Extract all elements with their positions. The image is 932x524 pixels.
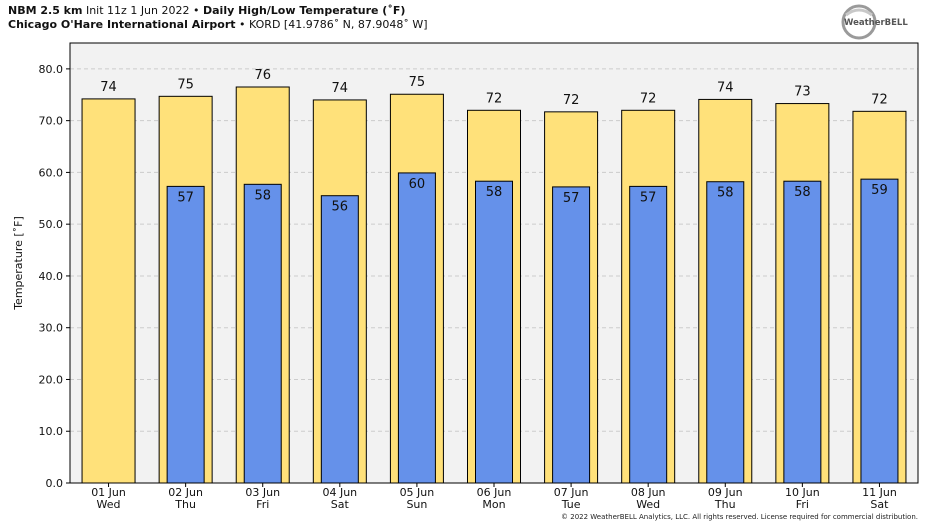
- low-temp-label: 58: [794, 185, 811, 200]
- y-tick-label: 10.0: [39, 425, 64, 438]
- high-temp-label: 75: [177, 77, 194, 92]
- separator-bullet: •: [193, 4, 200, 17]
- model-name: NBM 2.5 km: [8, 4, 83, 17]
- y-axis-label: Temperature [˚F]: [12, 216, 25, 311]
- low-temp-bar: [783, 180, 822, 484]
- y-tick-label: 80.0: [39, 63, 64, 76]
- low-temp-bar: [706, 181, 745, 484]
- x-tick-date: 11 Jun: [862, 486, 897, 499]
- y-tick-label: 0.0: [46, 477, 64, 490]
- x-tick-weekday: Wed: [97, 498, 121, 511]
- x-tick-date: 01 Jun: [91, 486, 126, 499]
- copyright-notice: © 2022 WeatherBELL Analytics, LLC. All r…: [561, 513, 918, 521]
- y-tick-label: 60.0: [39, 166, 64, 179]
- low-temp-label: 58: [254, 188, 271, 203]
- x-tick-date: 06 Jun: [477, 486, 512, 499]
- x-tick-date: 10 Jun: [785, 486, 820, 499]
- low-temp-label: 56: [332, 200, 349, 215]
- high-temp-label: 72: [640, 91, 657, 106]
- x-tick-date: 09 Jun: [708, 486, 743, 499]
- low-temp-bar: [860, 178, 899, 484]
- x-tick-date: 04 Jun: [322, 486, 357, 499]
- low-temp-bar: [552, 186, 591, 484]
- low-temp-bar: [475, 180, 513, 484]
- y-tick-label: 40.0: [39, 270, 64, 283]
- init-time: Init 11z 1 Jun 2022: [85, 4, 190, 17]
- x-tick-weekday: Tue: [561, 498, 581, 511]
- chart-header-line2: Chicago O'Hare International Airport • K…: [8, 18, 428, 31]
- high-temp-label: 73: [794, 85, 811, 100]
- x-tick-date: 07 Jun: [554, 486, 589, 499]
- x-tick-date: 03 Jun: [245, 486, 280, 499]
- high-temp-label: 76: [254, 68, 271, 83]
- x-tick-date: 05 Jun: [400, 486, 435, 499]
- x-tick-date: 08 Jun: [631, 486, 666, 499]
- high-temp-label: 74: [332, 81, 349, 96]
- x-tick-weekday: Wed: [636, 498, 660, 511]
- y-tick-label: 70.0: [39, 115, 64, 128]
- low-temp-label: 57: [563, 191, 580, 206]
- high-temp-label: 72: [871, 92, 888, 107]
- x-tick-weekday: Sat: [331, 498, 350, 511]
- x-tick-weekday: Sun: [406, 498, 427, 511]
- high-temp-label: 74: [100, 80, 117, 95]
- weatherbell-logo: WeatherBELL: [832, 3, 918, 43]
- x-tick-weekday: Thu: [714, 498, 736, 511]
- low-temp-label: 58: [717, 186, 734, 201]
- x-tick-weekday: Fri: [796, 498, 809, 511]
- x-tick-weekday: Sat: [870, 498, 889, 511]
- low-temp-bar: [243, 183, 282, 484]
- y-tick-label: 30.0: [39, 322, 64, 335]
- product-name: Daily High/Low Temperature (˚F): [203, 4, 406, 17]
- low-temp-label: 57: [640, 190, 657, 205]
- x-tick-weekday: Thu: [174, 498, 196, 511]
- separator-bullet: •: [239, 18, 246, 31]
- high-temp-bar: [81, 98, 136, 484]
- low-temp-bar: [320, 195, 359, 484]
- x-tick-date: 02 Jun: [168, 486, 203, 499]
- y-tick-label: 50.0: [39, 218, 64, 231]
- low-temp-bar: [166, 185, 205, 484]
- plot-frame: [69, 42, 919, 484]
- high-temp-label: 74: [717, 80, 734, 95]
- high-temp-label: 72: [486, 91, 503, 106]
- low-temp-bar: [397, 172, 436, 484]
- svg-text:WeatherBELL: WeatherBELL: [844, 18, 908, 28]
- low-temp-bar: [629, 185, 668, 484]
- station-code: KORD [41.9786˚ N, 87.9048˚ W]: [249, 18, 428, 31]
- low-temp-label: 59: [871, 183, 888, 198]
- low-temp-label: 58: [486, 185, 503, 200]
- high-temp-label: 72: [563, 93, 580, 108]
- low-temp-label: 60: [409, 177, 426, 192]
- high-temp-label: 75: [409, 75, 426, 90]
- station-name: Chicago O'Hare International Airport: [8, 18, 236, 31]
- y-tick-label: 20.0: [39, 373, 64, 386]
- x-tick-weekday: Mon: [482, 498, 505, 511]
- x-tick-weekday: Fri: [256, 498, 269, 511]
- chart-header-line1: NBM 2.5 km Init 11z 1 Jun 2022 • Daily H…: [8, 4, 405, 17]
- low-temp-label: 57: [177, 190, 194, 205]
